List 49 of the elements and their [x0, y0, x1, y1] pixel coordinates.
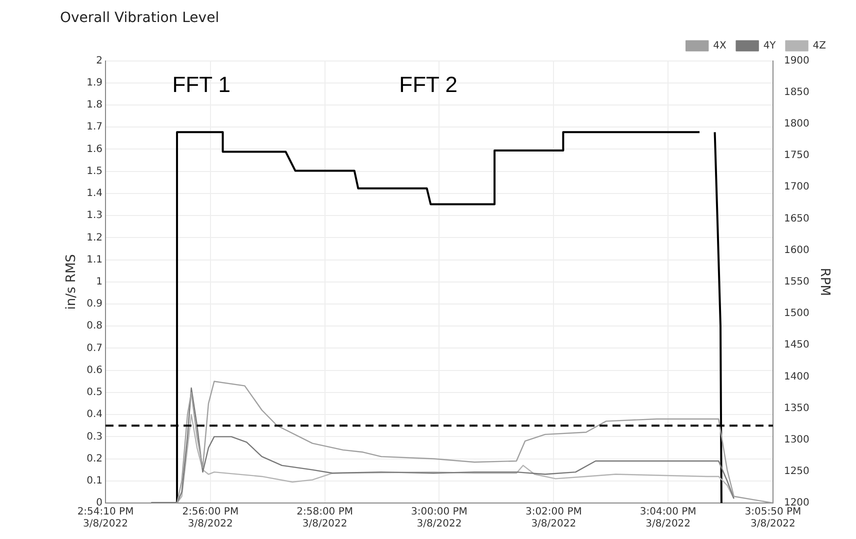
y2-tick-label: 1600 [784, 244, 810, 256]
x-tick-label: 2:56:00 PM 3/8/2022 [182, 506, 239, 530]
x-tick-label: 3:04:00 PM 3/8/2022 [640, 506, 696, 530]
y-tick-label: 1.4 [86, 188, 103, 200]
x-tick-label: 2:58:00 PM 3/8/2022 [296, 506, 354, 530]
chart-title: Overall Vibration Level [60, 10, 220, 26]
y-tick-label: 0.8 [86, 320, 103, 332]
y-tick-label: 0.1 [86, 475, 103, 486]
annotation: FFT 1 [172, 72, 231, 97]
y2-tick-label: 1550 [784, 276, 810, 288]
y-tick-label: 0.7 [86, 342, 103, 354]
legend-label: 4Y [763, 40, 777, 52]
y2-axis-title: RPM [816, 268, 832, 296]
x-tick-label: 3:05:50 PM 3/8/2022 [744, 506, 802, 530]
y-tick-label: 1.8 [86, 100, 103, 111]
y2-tick-label: 1800 [784, 118, 810, 130]
y2-tick-label: 1250 [784, 466, 810, 478]
annotation: FFT 2 [399, 72, 458, 97]
y-tick-label: 1.1 [86, 254, 103, 266]
y-tick-label: 0.3 [86, 431, 103, 442]
x-tick-label: 2:54:10 PM 3/8/2022 [77, 506, 134, 530]
y2-tick-label: 1750 [784, 150, 810, 162]
y2-tick-label: 1650 [784, 213, 810, 224]
y2-tick-label: 1900 [784, 55, 810, 66]
y-tick-label: 1.9 [86, 78, 103, 89]
y-tick-label: 2 [96, 55, 103, 66]
legend-label: 4Z [812, 40, 826, 52]
y2-tick-label: 1450 [784, 340, 810, 351]
y-tick-label: 0.6 [86, 364, 103, 376]
x-tick-label: 3:00:00 PM 3/8/2022 [411, 506, 468, 530]
y2-tick-label: 1400 [784, 371, 810, 382]
y-tick-label: 1 [96, 276, 103, 288]
y-tick-label: 0.4 [86, 409, 103, 420]
y2-tick-label: 1300 [784, 434, 810, 446]
y2-tick-label: 1850 [784, 86, 810, 98]
y-tick-label: 1.5 [86, 166, 103, 177]
y-tick-label: 0.5 [86, 387, 103, 398]
y-tick-label: 1.3 [86, 210, 103, 222]
y2-tick-label: 1700 [784, 182, 810, 193]
y-tick-label: 1.6 [86, 144, 103, 155]
y2-tick-label: 1350 [784, 402, 810, 414]
y2-tick-label: 1500 [784, 308, 810, 320]
legend-label: 4X [713, 40, 726, 52]
y-axis-title: in/s RMS [64, 254, 80, 310]
x-tick-label: 3:02:00 PM 3/8/2022 [525, 506, 582, 530]
y-tick-label: 1.2 [86, 232, 103, 244]
y-tick-label: 0.2 [86, 453, 103, 464]
y-tick-label: 1.7 [86, 122, 103, 133]
y-tick-label: 0.9 [86, 298, 103, 310]
